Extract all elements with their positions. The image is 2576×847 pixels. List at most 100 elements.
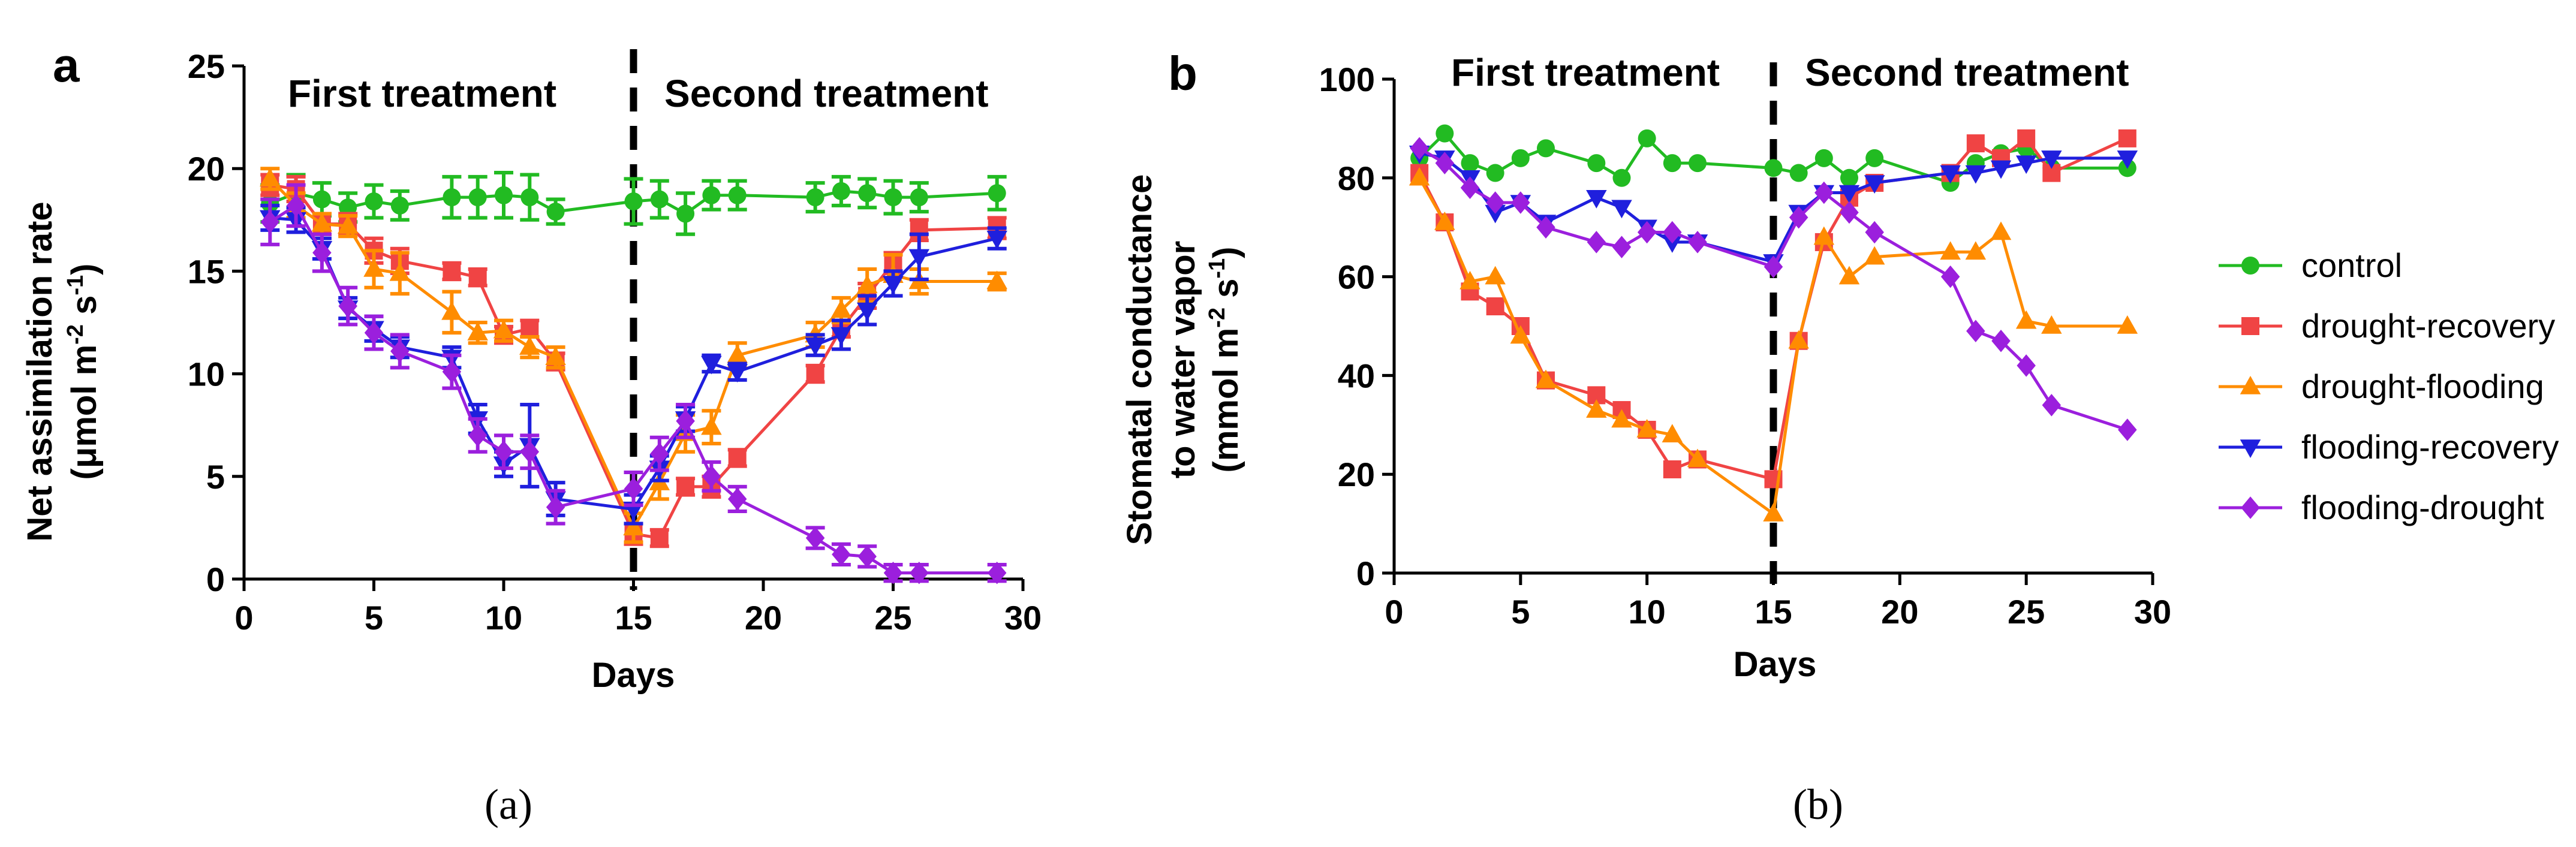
a-series-control xyxy=(260,171,1007,236)
a-point-control xyxy=(468,188,487,207)
b-point-flooding-drought xyxy=(1789,206,1808,229)
panel-a-xlabel: Days xyxy=(592,656,675,695)
panel-b-ylabel-line3: (mmol m-2 s-1) xyxy=(1205,247,1245,473)
legend-item-flooding-recovery: flooding-recovery xyxy=(2219,428,2559,466)
b-point-flooding-recovery xyxy=(1485,204,1506,224)
b-point-flooding-recovery xyxy=(1586,190,1607,209)
a-x-tick-label: 20 xyxy=(745,599,782,637)
b-point-flooding-drought xyxy=(1688,231,1707,254)
b-point-flooding-recovery xyxy=(1990,160,2012,179)
b-x-tick-label: 5 xyxy=(1511,593,1530,631)
a-point-drought-recovery xyxy=(728,448,747,467)
b-line-drought-recovery xyxy=(1418,137,2128,481)
a-point-drought-flooding xyxy=(701,416,722,435)
legend-marker xyxy=(2240,376,2261,394)
b-point-flooding-recovery xyxy=(1838,185,1860,204)
b-point-drought-flooding xyxy=(2015,310,2037,329)
panel-b-ylabel-line1: Stomatal conductance xyxy=(1120,174,1159,545)
b-point-flooding-recovery xyxy=(1965,165,1987,184)
b-point-control xyxy=(1789,164,1808,182)
b-series-drought-flooding xyxy=(1409,167,2138,522)
a-point-flooding-drought xyxy=(727,487,747,511)
b-point-flooding-drought xyxy=(1940,265,1960,288)
b-point-control xyxy=(1840,168,1858,187)
a-point-control xyxy=(546,203,565,221)
a-point-flooding-drought xyxy=(468,424,487,447)
legend-label: flooding-drought xyxy=(2301,489,2544,526)
b-point-flooding-drought xyxy=(1991,329,2011,352)
a-point-flooding-drought xyxy=(702,465,721,488)
b-point-control xyxy=(1612,168,1631,187)
a-y-tick-label: 20 xyxy=(188,150,225,188)
panel-a-ylabel-line1: Net assimilation rate xyxy=(20,201,59,541)
b-point-drought-flooding xyxy=(2117,315,2138,334)
b-point-drought-flooding xyxy=(1940,241,1961,260)
a-point-flooding-drought xyxy=(910,561,929,584)
a-point-drought-flooding xyxy=(986,270,1007,290)
b-point-drought-flooding xyxy=(1459,270,1480,290)
a-point-control xyxy=(910,188,928,207)
panel-b-second-treatment-label: Second treatment xyxy=(1805,51,2129,94)
panel-a-caption: (a) xyxy=(484,780,532,828)
b-point-flooding-recovery xyxy=(1611,200,1632,219)
b-point-flooding-drought xyxy=(1435,152,1455,174)
a-point-control xyxy=(702,186,721,204)
b-point-flooding-drought xyxy=(1637,221,1657,244)
b-point-flooding-drought xyxy=(1410,137,1429,160)
a-point-control xyxy=(832,182,850,200)
a-point-flooding-drought xyxy=(805,526,825,550)
a-point-drought-flooding xyxy=(545,346,566,365)
b-point-flooding-drought xyxy=(1966,319,1985,342)
b-point-drought-flooding xyxy=(1763,503,1784,522)
panel-b-xlabel: Days xyxy=(1734,645,1817,684)
panel-a: a Net assimilation rate (μmol m-2 s-1) 0… xyxy=(20,38,1042,828)
b-line-flooding-drought xyxy=(1418,147,2128,432)
a-point-drought-recovery xyxy=(806,364,824,383)
b-point-flooding-drought xyxy=(1536,216,1555,239)
panel-b-first-treatment-label: First treatment xyxy=(1451,51,1720,94)
a-point-drought-flooding xyxy=(337,215,359,234)
a-point-flooding-drought xyxy=(390,340,410,363)
b-point-flooding-drought xyxy=(2042,394,2062,417)
a-point-flooding-drought xyxy=(883,561,903,584)
b-y-tick-label: 60 xyxy=(1338,258,1375,296)
b-point-drought-recovery xyxy=(1966,134,1985,153)
a-x-tick-label: 30 xyxy=(1004,599,1042,637)
b-point-flooding-drought xyxy=(1460,176,1480,200)
legend-item-drought-recovery: drought-recovery xyxy=(2219,307,2555,345)
b-point-control xyxy=(1689,154,1707,173)
b-point-drought-flooding xyxy=(1586,399,1607,418)
b-point-control xyxy=(1865,149,1884,167)
a-y-tick-label: 15 xyxy=(188,252,225,290)
a-point-drought-recovery xyxy=(520,319,539,338)
b-x-tick-label: 30 xyxy=(2134,593,2171,631)
b-point-drought-flooding xyxy=(1485,266,1506,285)
a-point-flooding-drought xyxy=(650,442,669,465)
a-point-control xyxy=(806,188,824,207)
b-point-drought-flooding xyxy=(1510,325,1531,344)
a-point-flooding-drought xyxy=(364,321,384,344)
a-point-flooding-recovery xyxy=(986,230,1007,249)
a-y-tick-label: 25 xyxy=(188,47,225,85)
legend-marker xyxy=(2241,257,2259,275)
b-point-control xyxy=(1814,149,1833,167)
panel-b-caption: (b) xyxy=(1793,780,1843,828)
a-point-drought-flooding xyxy=(856,275,878,294)
a-line-drought-recovery xyxy=(269,183,997,540)
b-point-control xyxy=(1638,129,1656,147)
a-point-control xyxy=(520,188,539,207)
a-point-drought-recovery xyxy=(468,268,487,287)
legend-item-drought-flooding: drought-flooding xyxy=(2219,367,2544,405)
b-point-flooding-recovery xyxy=(1864,175,1885,194)
legend-item-flooding-drought: flooding-drought xyxy=(2219,489,2544,526)
b-x-tick-label: 15 xyxy=(1755,593,1792,631)
a-point-flooding-recovery xyxy=(727,364,748,383)
b-line-drought-flooding xyxy=(1418,177,2127,516)
b-point-flooding-recovery xyxy=(2117,150,2138,169)
a-point-drought-recovery xyxy=(676,477,695,496)
a-point-drought-flooding xyxy=(493,319,514,339)
b-point-drought-flooding xyxy=(1434,211,1455,230)
a-point-flooding-drought xyxy=(624,477,643,501)
b-point-control xyxy=(1511,149,1530,167)
